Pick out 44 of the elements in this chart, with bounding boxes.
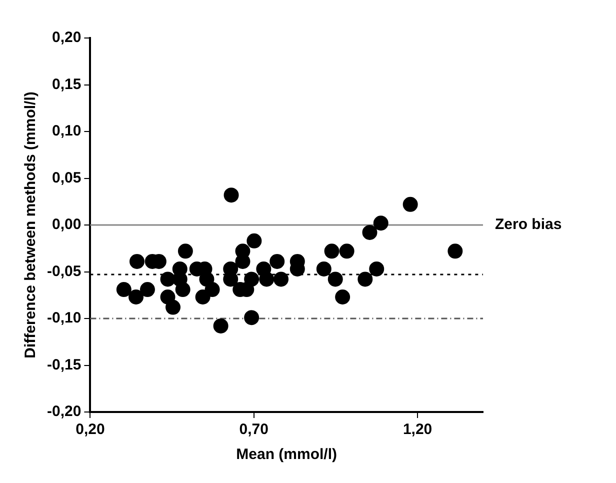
point xyxy=(244,272,260,287)
point xyxy=(270,254,285,269)
point xyxy=(339,244,354,259)
point xyxy=(204,282,220,298)
point xyxy=(166,300,181,315)
y-tick-label: -0,20 xyxy=(46,403,82,420)
point xyxy=(140,282,155,298)
y-tick-label: 0,05 xyxy=(52,169,82,186)
point xyxy=(358,272,373,287)
point xyxy=(402,196,418,212)
y-axis-title: Difference between methods (mmol/l) xyxy=(22,92,40,358)
y-tick-label: 0,15 xyxy=(52,76,82,93)
point xyxy=(373,216,388,231)
point xyxy=(328,272,343,287)
point xyxy=(175,282,190,298)
x-axis-title: Mean (mmol/l) xyxy=(236,446,338,464)
y-tick-label: -0,05 xyxy=(46,262,82,280)
point xyxy=(224,188,239,203)
point xyxy=(246,233,262,248)
y-tick-label: 0,20 xyxy=(52,29,82,46)
point xyxy=(335,289,350,304)
point xyxy=(128,289,144,304)
y-tick-label: 0,10 xyxy=(52,122,82,140)
point xyxy=(259,272,274,287)
point xyxy=(160,272,176,287)
point xyxy=(369,261,384,276)
point xyxy=(178,244,193,259)
ref-line-label: Zero bias xyxy=(495,216,562,234)
point xyxy=(362,224,378,240)
point xyxy=(213,318,228,334)
point xyxy=(244,310,260,326)
point xyxy=(316,261,332,276)
y-tick-label: -0,15 xyxy=(46,356,82,374)
y-tick-label: 0,00 xyxy=(52,216,82,234)
point xyxy=(116,282,132,298)
point xyxy=(324,244,340,259)
y-tick-label: -0,10 xyxy=(46,310,82,327)
x-tick-label: 1,20 xyxy=(402,421,432,438)
point xyxy=(130,254,144,269)
x-tick-label: 0,20 xyxy=(76,421,105,438)
point xyxy=(274,272,289,287)
point xyxy=(448,244,463,259)
point xyxy=(195,289,210,304)
x-tick-label: 0,70 xyxy=(239,421,268,438)
